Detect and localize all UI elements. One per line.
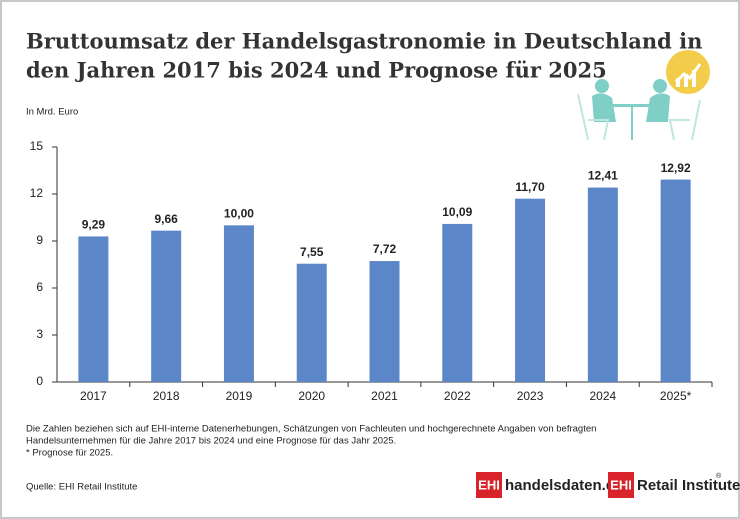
logo-text: handelsdaten.de (505, 477, 623, 494)
logo-box-text: EHI (478, 477, 500, 492)
x-tick-label: 2023 (517, 389, 544, 403)
y-tick-label: 12 (30, 186, 44, 200)
person (646, 93, 670, 122)
footnote: Die Zahlen beziehen sich auf EHI-interne… (26, 424, 596, 435)
icon-circle (666, 50, 710, 94)
chair (668, 99, 701, 141)
logo-mark: ® (716, 472, 722, 480)
x-tick-label: 2018 (153, 389, 180, 403)
y-tick-label: 3 (36, 327, 43, 341)
value-label: 7,55 (300, 245, 324, 259)
y-tick-label: 0 (36, 374, 43, 388)
bar (442, 223, 473, 382)
y-tick-label: 9 (36, 233, 43, 247)
source: Quelle: EHI Retail Institute (26, 482, 137, 493)
logo-box (608, 472, 634, 498)
logo-text: Retail Institute (637, 477, 740, 494)
y-axis-label: In Mrd. Euro (26, 107, 78, 118)
logo-box-text: EHI (610, 477, 632, 492)
bar (515, 198, 546, 382)
value-label: 12,92 (661, 161, 691, 175)
footnote: Handelsunternehmen für die Jahre 2017 bi… (26, 436, 396, 447)
illustration (577, 50, 710, 141)
person (653, 79, 667, 93)
icon-bar (684, 74, 688, 87)
person (595, 79, 609, 93)
person (592, 93, 616, 122)
value-label: 7,72 (373, 242, 397, 256)
x-tick-label: 2019 (226, 389, 253, 403)
x-tick-label: 2024 (589, 389, 616, 403)
footnote: * Prognose für 2025. (26, 448, 113, 459)
chair (577, 93, 610, 141)
value-label: 10,00 (224, 207, 254, 221)
bar (78, 236, 109, 382)
y-tick-label: 6 (36, 280, 43, 294)
chart-title: Bruttoumsatz der Handelsgastronomie in D… (26, 29, 702, 54)
x-tick-label: 2022 (444, 389, 471, 403)
bar (660, 179, 691, 382)
value-label: 9,29 (82, 218, 106, 232)
bar (296, 263, 327, 382)
bar (369, 261, 400, 382)
bar (223, 225, 254, 382)
table (612, 104, 652, 107)
value-label: 9,66 (154, 212, 178, 226)
x-tick-label: 2020 (298, 389, 325, 403)
icon-bar (676, 78, 680, 87)
icon-bar (692, 70, 696, 87)
bar (587, 187, 618, 382)
y-tick-label: 15 (30, 139, 44, 153)
value-label: 12,41 (588, 169, 618, 183)
value-label: 10,09 (442, 205, 472, 219)
x-tick-label: 2021 (371, 389, 398, 403)
x-tick-label: 2017 (80, 389, 107, 403)
logo-box (476, 472, 502, 498)
value-label: 11,70 (515, 180, 545, 194)
x-tick-label: 2025* (660, 389, 692, 403)
chart-title-line2: den Jahren 2017 bis 2024 und Prognose fü… (26, 58, 607, 83)
bar (151, 230, 182, 382)
